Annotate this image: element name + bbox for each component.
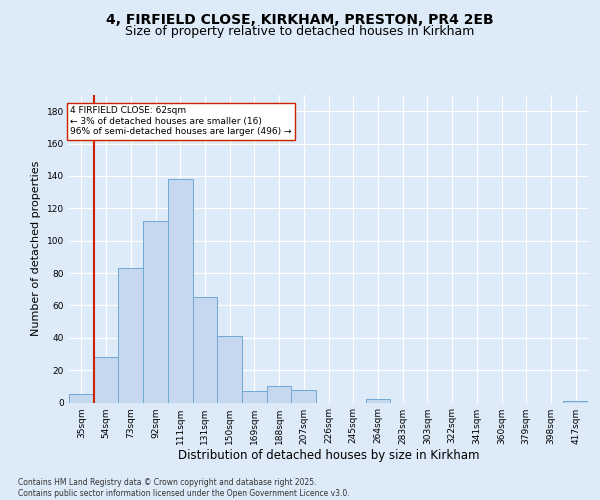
Bar bbox=[94, 357, 118, 403]
Bar bbox=[69, 394, 94, 402]
Y-axis label: Number of detached properties: Number of detached properties bbox=[31, 161, 41, 336]
X-axis label: Distribution of detached houses by size in Kirkham: Distribution of detached houses by size … bbox=[178, 450, 479, 462]
Text: Contains HM Land Registry data © Crown copyright and database right 2025.
Contai: Contains HM Land Registry data © Crown c… bbox=[18, 478, 350, 498]
Bar bbox=[143, 221, 168, 402]
Bar bbox=[118, 268, 143, 402]
Bar bbox=[267, 386, 292, 402]
Bar bbox=[168, 179, 193, 402]
Text: Size of property relative to detached houses in Kirkham: Size of property relative to detached ho… bbox=[125, 24, 475, 38]
Bar bbox=[193, 298, 217, 403]
Bar bbox=[242, 391, 267, 402]
Bar bbox=[217, 336, 242, 402]
Text: 4 FIRFIELD CLOSE: 62sqm
← 3% of detached houses are smaller (16)
96% of semi-det: 4 FIRFIELD CLOSE: 62sqm ← 3% of detached… bbox=[70, 106, 292, 136]
Bar bbox=[292, 390, 316, 402]
Bar bbox=[365, 400, 390, 402]
Text: 4, FIRFIELD CLOSE, KIRKHAM, PRESTON, PR4 2EB: 4, FIRFIELD CLOSE, KIRKHAM, PRESTON, PR4… bbox=[106, 12, 494, 26]
Bar bbox=[563, 401, 588, 402]
